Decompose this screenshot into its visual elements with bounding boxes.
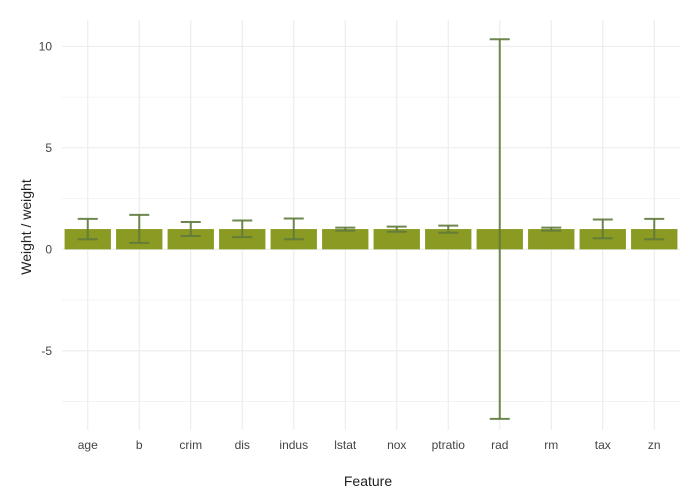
x-tick-label-crim: crim <box>179 438 202 452</box>
error-bar-lstat <box>335 226 356 232</box>
error-bars <box>77 38 665 420</box>
x-tick-label-indus: indus <box>279 438 308 452</box>
bar-crim <box>167 229 214 250</box>
error-bar-b <box>129 213 150 244</box>
y-tick-label: 10 <box>39 39 53 53</box>
y-tick-label: -5 <box>41 344 52 358</box>
x-tick-label-zn: zn <box>648 438 661 452</box>
x-axis-title: Feature <box>344 473 392 489</box>
error-bar-zn <box>644 217 665 241</box>
grid-lines <box>62 20 680 430</box>
error-bar-rm <box>541 226 562 232</box>
bar-tax <box>579 229 626 250</box>
error-bar-dis <box>232 219 253 239</box>
x-tick-label-age: age <box>78 438 98 452</box>
error-bar-age <box>77 217 98 241</box>
error-bar-rad <box>489 38 510 420</box>
error-bar-tax <box>592 218 613 240</box>
x-tick-labels: age b crim dis indus lstat nox ptratio rad rm tax z… <box>78 438 661 452</box>
y-tick-label: 0 <box>45 242 52 256</box>
x-tick-label-b: b <box>136 438 143 452</box>
bar-dis <box>219 229 266 250</box>
bar-ptratio <box>425 229 472 250</box>
x-tick-label-nox: nox <box>387 438 406 452</box>
x-tick-label-ptratio: ptratio <box>432 438 466 452</box>
bar-nox <box>373 229 420 250</box>
bar-lstat <box>322 229 369 250</box>
x-tick-label-rm: rm <box>544 438 558 452</box>
y-axis-title: Weight / weight <box>18 179 34 275</box>
x-tick-label-tax: tax <box>595 438 611 452</box>
error-bar-nox <box>386 225 407 233</box>
error-bar-crim <box>180 220 201 237</box>
y-tick-labels: -5 0 5 10 <box>39 39 53 357</box>
error-bar-indus <box>283 217 304 241</box>
y-tick-label: 5 <box>45 141 52 155</box>
bar-rm <box>528 229 575 250</box>
x-tick-label-dis: dis <box>235 438 250 452</box>
x-tick-label-rad: rad <box>491 438 508 452</box>
bars <box>64 229 678 250</box>
error-bar-ptratio <box>438 224 459 234</box>
x-tick-label-lstat: lstat <box>334 438 357 452</box>
